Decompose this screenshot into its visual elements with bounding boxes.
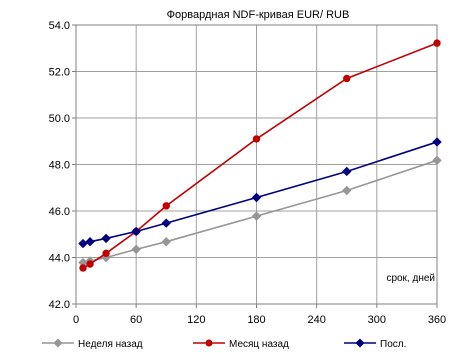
data-point (342, 185, 352, 196)
legend-swatch-marker (355, 338, 365, 348)
data-point (342, 166, 352, 177)
x-tick-label: 360 (428, 314, 446, 326)
y-tick-label: 50.0 (49, 113, 70, 125)
data-point (432, 155, 442, 166)
data-point (343, 74, 351, 83)
x-tick-label: 240 (307, 314, 325, 326)
axis-annotation: срок, дней (386, 273, 435, 284)
x-tick-label: 60 (130, 314, 142, 326)
y-tick-label: 44.0 (49, 253, 70, 265)
legend-item-2: Месяц назад (193, 339, 289, 350)
data-point (131, 226, 141, 237)
data-point (161, 218, 171, 228)
data-point (101, 233, 111, 244)
data-point (86, 260, 94, 268)
x-tick-label: 120 (187, 314, 205, 326)
y-tick-label: 46.0 (49, 206, 70, 218)
y-tick-label: 52.0 (49, 67, 70, 79)
data-point (252, 135, 261, 143)
legend-label: Месяц назад (229, 339, 289, 350)
data-point (251, 192, 262, 203)
data-point (162, 202, 170, 210)
data-point (251, 211, 262, 221)
x-tick-label: 180 (247, 314, 265, 326)
legend-label: Неделя назад (78, 339, 143, 350)
data-point (85, 236, 95, 247)
data-point (131, 244, 141, 255)
grid-lines (76, 25, 438, 305)
data-point (79, 264, 87, 272)
x-tick-label: 0 (73, 314, 79, 326)
data-point (102, 249, 110, 258)
data-point (433, 39, 441, 47)
y-tick-label: 48.0 (49, 160, 70, 172)
y-tick-label: 42.0 (49, 299, 70, 311)
axes: 42.0 44.0 46.0 48.0 50.0 52.0 54.0 0 60 120 180 240… (49, 20, 447, 326)
legend-label: Посл. (380, 339, 406, 350)
chart-title: Форвардная NDF-кривая EUR/ RUB (167, 9, 350, 21)
data-point (78, 238, 88, 249)
legend-swatch-marker (205, 339, 213, 347)
x-tick-label: 300 (368, 314, 386, 326)
legend-swatch-marker (53, 338, 63, 348)
series-layer (78, 39, 442, 272)
legend-item-3: Посл. (344, 338, 406, 350)
series-3 (78, 137, 442, 249)
y-tick-label: 54.0 (49, 20, 70, 32)
legend: Неделя назад Месяц назад Посл. (42, 338, 406, 350)
data-point (161, 236, 171, 247)
legend-item-1: Неделя назад (42, 338, 143, 350)
data-point (432, 137, 442, 147)
